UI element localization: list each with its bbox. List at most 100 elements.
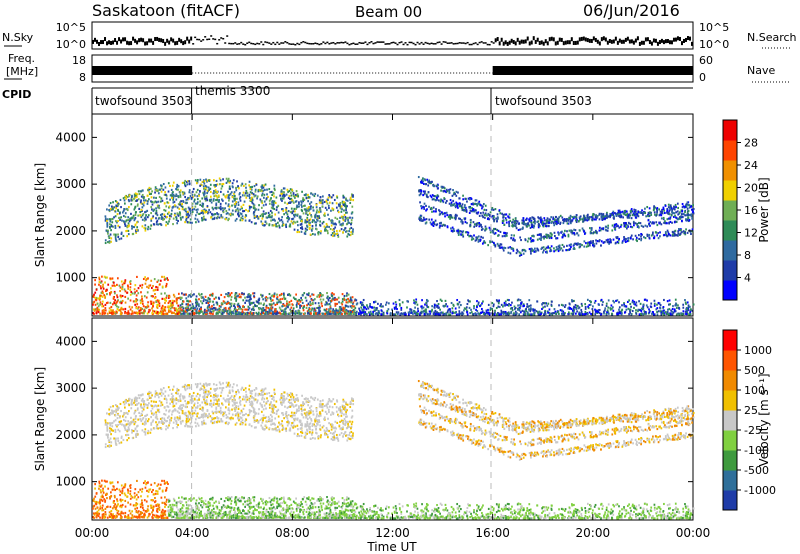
power-cell	[531, 234, 534, 238]
power-cell	[445, 199, 448, 203]
power-cell	[472, 237, 475, 240]
power-cell	[218, 308, 221, 312]
power-cell	[299, 304, 302, 307]
noise-sample	[644, 37, 647, 42]
power-cell	[635, 301, 638, 304]
power-cell	[185, 213, 188, 216]
power-cell	[131, 306, 134, 309]
power-cell	[567, 307, 570, 310]
power-cell	[103, 311, 105, 314]
power-cell	[423, 206, 425, 209]
power-cell	[518, 307, 520, 311]
power-cell	[147, 305, 150, 308]
power-cell	[448, 313, 450, 316]
power-cell	[140, 202, 143, 205]
power-cell	[516, 248, 518, 251]
power-cell	[332, 309, 334, 313]
power-cell	[271, 224, 274, 227]
noise-sample	[244, 43, 247, 46]
power-cell	[439, 210, 441, 213]
power-cell	[290, 310, 292, 313]
power-cell	[237, 211, 240, 214]
power-cell	[318, 199, 321, 202]
power-cell	[174, 312, 177, 316]
power-cell	[283, 187, 286, 190]
power-cell	[503, 213, 506, 216]
power-cell	[587, 305, 589, 308]
power-cell	[450, 201, 453, 204]
power-cell	[691, 309, 694, 312]
power-cell	[198, 303, 200, 306]
power-cell	[124, 290, 127, 293]
power-cell	[141, 300, 144, 303]
power-cell	[267, 307, 270, 310]
power-cell	[287, 304, 290, 307]
power-cell	[207, 305, 209, 308]
power-cell	[431, 210, 433, 213]
power-cell	[116, 221, 118, 224]
power-cell	[248, 207, 251, 210]
power-cell	[224, 309, 227, 312]
power-cell	[228, 312, 230, 315]
power-cell	[194, 298, 197, 301]
power-cell	[259, 312, 262, 316]
power-cell	[300, 223, 303, 226]
power-cell	[219, 202, 222, 205]
power-cell	[261, 222, 264, 225]
power-cell	[162, 310, 165, 313]
power-cell	[260, 311, 263, 314]
power-cell	[643, 312, 646, 315]
power-cell	[162, 183, 165, 186]
power-cell	[661, 312, 664, 315]
power-cell	[592, 242, 595, 246]
power-cell	[203, 298, 205, 301]
noise-sample	[568, 40, 571, 45]
noise-sample	[570, 37, 573, 42]
power-cell	[107, 232, 109, 235]
power-cell	[244, 312, 247, 315]
power-cell	[101, 312, 104, 316]
power-cell	[108, 307, 111, 310]
power-cell	[123, 199, 126, 202]
power-cell	[192, 305, 195, 308]
power-cell	[561, 216, 564, 219]
power-cell	[400, 306, 403, 310]
power-cell	[291, 212, 294, 215]
power-cell	[191, 210, 194, 213]
power-cell	[292, 201, 295, 204]
noise-sample	[218, 39, 221, 41]
power-cell	[372, 310, 375, 313]
power-cell	[347, 293, 350, 296]
power-cell	[609, 307, 612, 310]
power-cell	[260, 213, 263, 216]
power-cell	[452, 204, 455, 207]
noise-sample	[196, 38, 199, 41]
power-cell	[256, 301, 259, 304]
power-cell	[487, 244, 490, 247]
power-cell	[121, 211, 124, 214]
power-cell	[212, 300, 214, 303]
power-cell	[445, 303, 447, 306]
power-cell	[380, 309, 383, 312]
power-cell	[314, 216, 317, 219]
power-cell	[256, 312, 259, 316]
power-cell	[316, 295, 319, 298]
power-cell	[333, 293, 335, 296]
power-cell	[210, 216, 212, 219]
power-cell	[351, 296, 354, 299]
power-cell	[593, 301, 596, 304]
power-cell	[112, 297, 115, 300]
power-cell	[607, 299, 610, 302]
power-cell	[627, 225, 630, 228]
power-cell	[509, 304, 512, 307]
power-cell	[320, 302, 323, 305]
power-cell	[653, 211, 656, 214]
power-cell	[196, 201, 199, 204]
noise-sample	[410, 41, 413, 44]
noise-sample	[328, 43, 331, 45]
power-cell	[278, 217, 280, 220]
power-cell	[165, 294, 168, 297]
power-cell	[267, 312, 269, 315]
power-cell	[135, 195, 138, 198]
